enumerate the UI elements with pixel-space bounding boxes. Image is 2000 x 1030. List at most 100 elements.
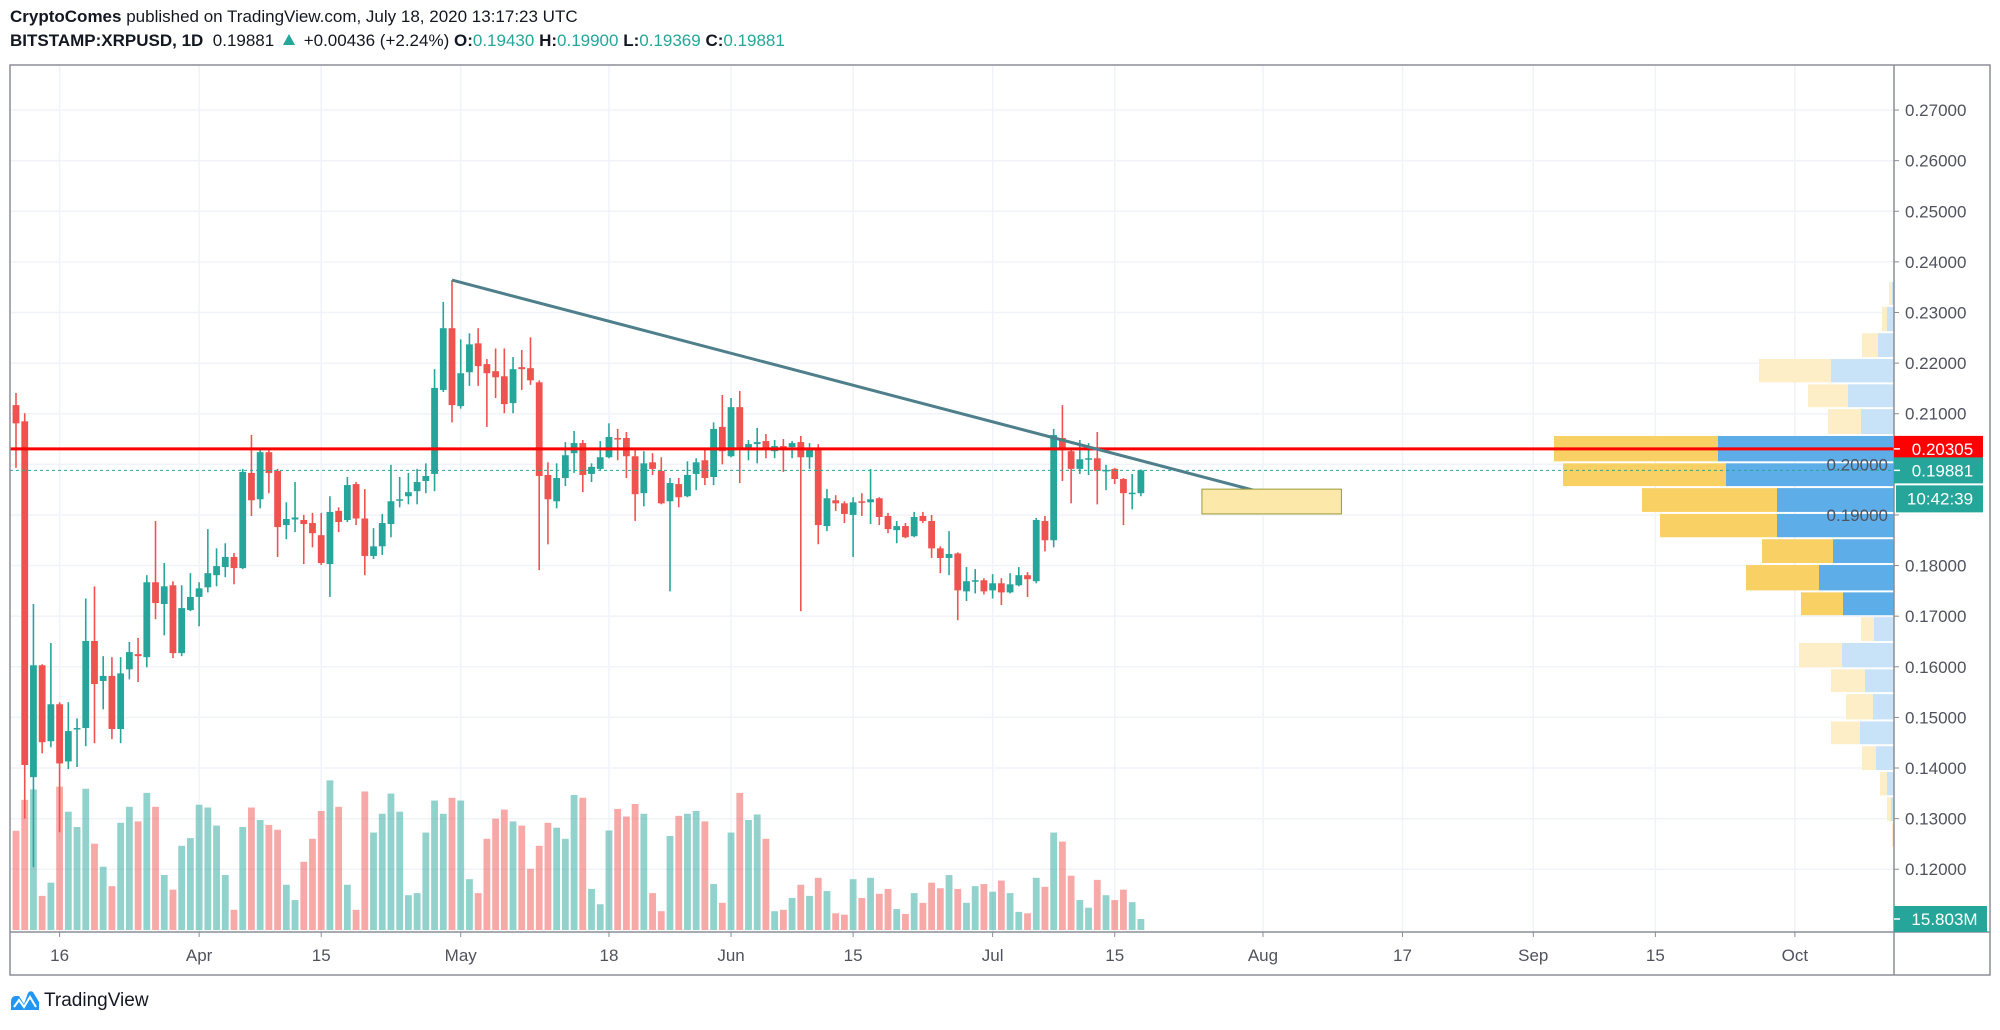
date-tick-label: Sep — [1518, 946, 1548, 965]
volume-bar — [213, 825, 220, 930]
candle-body — [971, 580, 979, 582]
volume-bar — [858, 897, 866, 930]
candle-body — [727, 407, 735, 457]
volume-bar — [588, 888, 595, 930]
candle-body — [588, 466, 595, 474]
volume-bar — [117, 822, 125, 930]
candle-body — [265, 452, 273, 473]
volume-bar — [160, 875, 168, 930]
volume-bar — [300, 861, 308, 930]
volume-bar — [256, 820, 264, 930]
volume-profile-up-bar — [1878, 333, 1894, 358]
publisher-name[interactable]: CryptoComes — [10, 7, 122, 26]
volume-profile-up-bar — [1874, 617, 1894, 641]
target-zone-rectangle[interactable] — [1201, 488, 1342, 515]
candles — [12, 280, 1145, 868]
candle-body — [1128, 492, 1136, 495]
volume-bar — [762, 838, 770, 930]
candle-body — [788, 443, 796, 448]
volume-bar — [893, 909, 901, 930]
date-tick-label: Jun — [717, 946, 744, 965]
volume-bar — [753, 814, 761, 930]
candle-body — [152, 582, 159, 604]
volume-profile-down-bar — [1846, 694, 1873, 720]
grid — [10, 65, 1894, 932]
volume-bar — [21, 799, 29, 930]
candle-body — [422, 475, 430, 482]
volume-bar — [788, 897, 796, 930]
brand-name[interactable]: TradingView — [44, 990, 149, 1011]
drawings[interactable] — [10, 278, 1894, 515]
candle-body — [841, 503, 848, 514]
volume-profile-up-bar — [1887, 306, 1894, 332]
candle-body — [649, 462, 656, 469]
candle-body — [73, 728, 81, 730]
volume-profile-down-bar — [1831, 669, 1865, 693]
candle-body — [640, 463, 648, 494]
volume-bar — [657, 911, 665, 930]
volume-bar — [335, 806, 343, 930]
volume-bar — [971, 886, 979, 930]
volume-bar — [204, 807, 212, 930]
date-tick-label: Apr — [186, 946, 213, 965]
volume-profile-up-bar — [1861, 409, 1894, 434]
volume-bar — [73, 826, 81, 930]
candle-body — [867, 499, 874, 503]
volume-bar — [640, 813, 648, 930]
candle-body — [997, 583, 1005, 593]
volume-profile-up-bar — [1892, 282, 1894, 305]
price-tick-label: 0.17000 — [1905, 607, 1966, 626]
volume-bar — [980, 884, 988, 930]
candle-body — [919, 515, 927, 522]
price-tick-label: 0.12000 — [1905, 860, 1966, 879]
candle-body — [309, 523, 316, 534]
volume-profile-down-bar — [1660, 513, 1777, 538]
candle-body — [910, 516, 918, 537]
volume-bar — [841, 914, 848, 930]
date-tick-label: 15 — [844, 946, 863, 965]
volume-bar — [387, 793, 395, 930]
volume-bar — [832, 913, 840, 930]
volume-bar — [343, 884, 351, 930]
candle-body — [230, 556, 238, 569]
date-tick-label: 18 — [599, 946, 618, 965]
publication-line: CryptoComes published on TradingView.com… — [10, 7, 578, 27]
published-text: published on TradingView.com, July 18, 2… — [126, 7, 578, 26]
price-tick-label: 0.16000 — [1905, 658, 1966, 677]
volume-profile-down-bar — [1862, 333, 1878, 358]
candle-body — [439, 328, 447, 390]
candle-body — [160, 586, 168, 605]
price-tick-label: 0.25000 — [1905, 202, 1966, 221]
candle-body — [858, 501, 866, 503]
volume-profile-up-bar — [1860, 721, 1894, 745]
volume-bar — [108, 886, 116, 930]
candle-body — [980, 580, 988, 592]
volume-profile-down-bar — [1887, 797, 1891, 822]
volume-bar — [361, 791, 369, 930]
candle-body — [64, 731, 72, 762]
price-tick-label: 0.13000 — [1905, 810, 1966, 829]
volume-profile — [1554, 282, 1894, 847]
candle-body — [1015, 575, 1023, 586]
candle-body — [561, 455, 569, 479]
volume-bar — [797, 884, 805, 930]
volume-bar — [431, 800, 438, 930]
volume-bar — [535, 845, 543, 930]
candle-body — [317, 535, 325, 564]
high-label: H: — [539, 31, 558, 50]
candle-body — [38, 665, 46, 743]
candle-body — [396, 499, 404, 501]
candle-body — [1111, 468, 1119, 480]
volume-profile-down-bar — [1759, 359, 1831, 383]
candle-body — [614, 438, 622, 440]
volume-bar — [38, 895, 46, 930]
candle-body — [832, 500, 840, 504]
volume-bar — [544, 822, 552, 930]
candle-body — [884, 515, 892, 530]
trendline[interactable] — [451, 278, 1281, 499]
volume-bar — [684, 813, 691, 930]
candle-body — [954, 553, 962, 591]
volume-profile-down-bar — [1889, 282, 1892, 305]
symbol-legend: BITSTAMP:XRPUSD, 1D 0.19881 +0.00436 (+2… — [10, 31, 785, 51]
